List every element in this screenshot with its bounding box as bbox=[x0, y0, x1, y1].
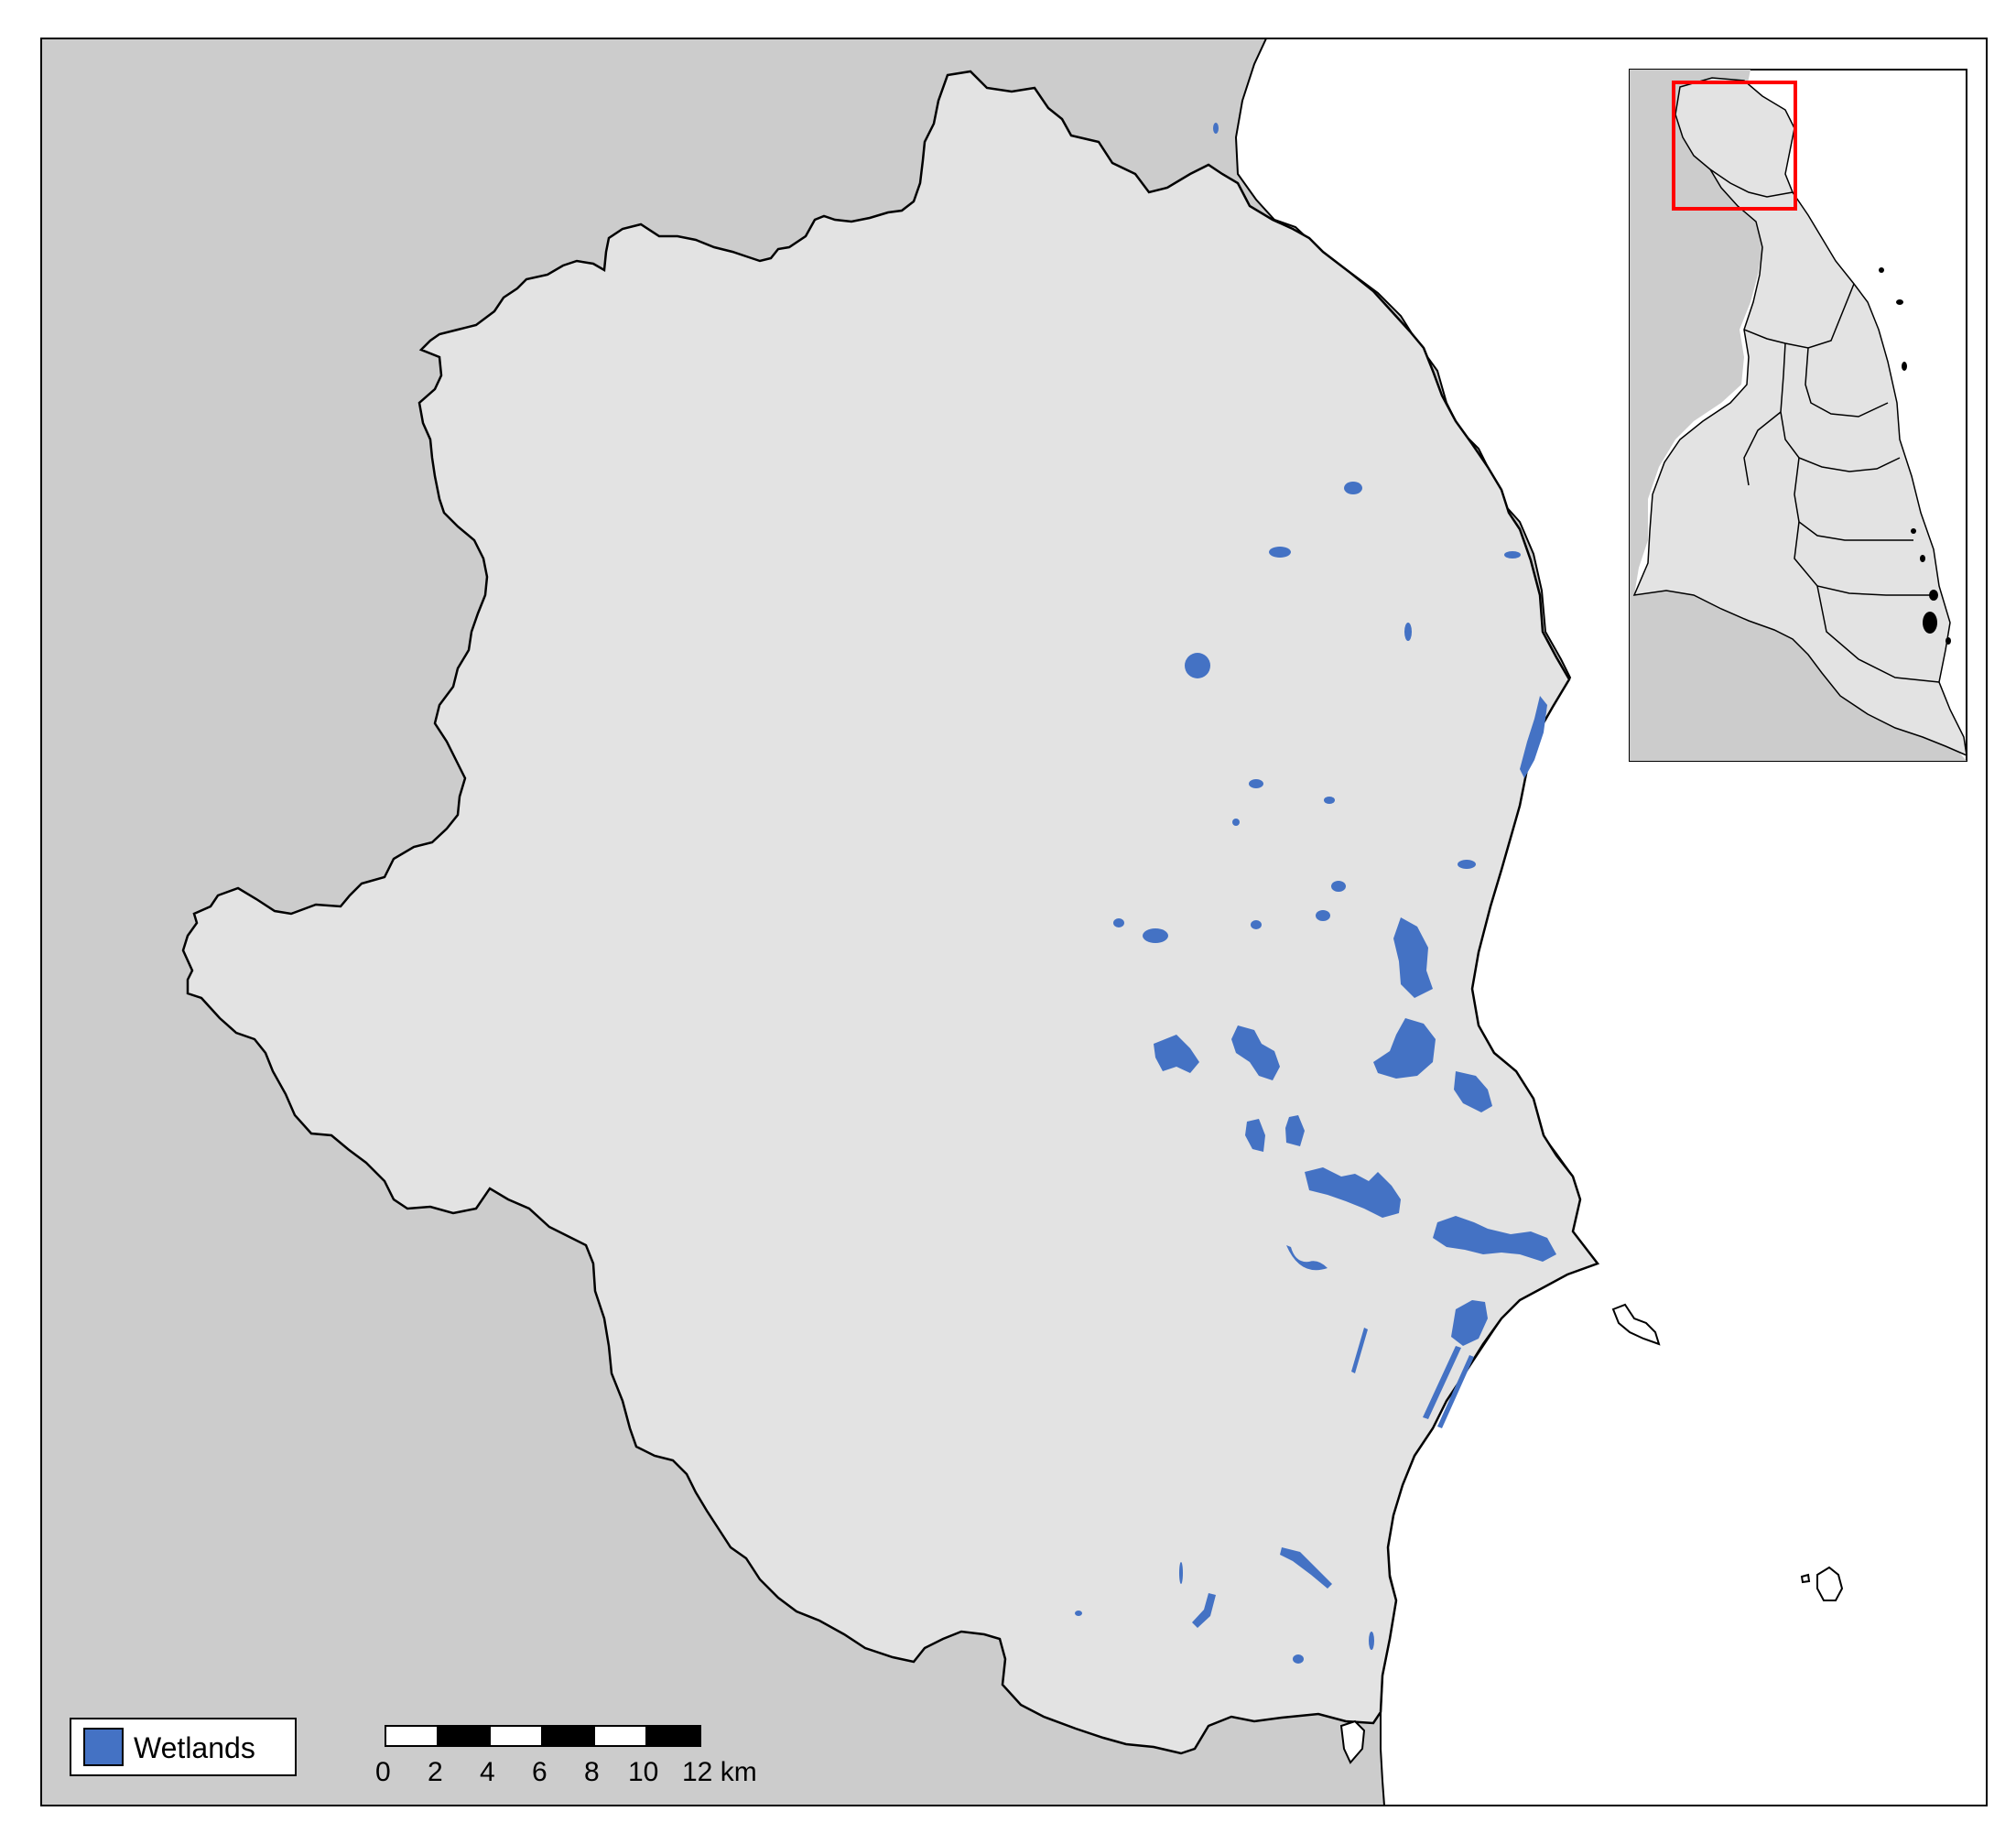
islet-small bbox=[1800, 1573, 1811, 1584]
wetland-patch bbox=[1331, 881, 1346, 892]
legend-label-wetlands: Wetlands bbox=[134, 1731, 255, 1764]
wetland-patch bbox=[1293, 1654, 1304, 1664]
wetland-patch bbox=[1316, 910, 1330, 921]
river-mouth-islets bbox=[1339, 1719, 1366, 1764]
island-south bbox=[1816, 1566, 1844, 1601]
legend-swatch-wetlands bbox=[83, 1728, 124, 1766]
wetland-patch bbox=[1249, 779, 1263, 788]
wetland-cluster bbox=[1454, 1071, 1492, 1112]
scale-segment bbox=[645, 1725, 701, 1747]
scale-tick-label: 10 bbox=[628, 1757, 658, 1787]
wetland-coastal-strip bbox=[1520, 696, 1547, 778]
wetland-patch bbox=[1369, 1632, 1374, 1650]
islands bbox=[1339, 1303, 1844, 1764]
wetland-patch-large bbox=[1393, 917, 1433, 998]
wetland-cluster bbox=[1231, 1025, 1280, 1080]
wetland-patch bbox=[1245, 1119, 1265, 1152]
wetland-patch bbox=[1232, 819, 1240, 826]
wetland-patch bbox=[1404, 623, 1412, 641]
wetland-channel bbox=[1192, 1593, 1216, 1628]
scale-tick-label: 4 bbox=[480, 1757, 495, 1787]
scale-segment bbox=[541, 1725, 595, 1747]
scale-tick-label: 6 bbox=[532, 1757, 547, 1787]
inset-catchments bbox=[1632, 77, 1967, 757]
wetland-patch bbox=[1143, 928, 1168, 943]
scale-tick-label: 2 bbox=[428, 1757, 443, 1787]
wetland-patch bbox=[1344, 482, 1362, 494]
wetland-channel bbox=[1351, 1328, 1368, 1373]
wetland-patch bbox=[1075, 1611, 1082, 1616]
scale-segment bbox=[489, 1725, 543, 1747]
wetland-band bbox=[1305, 1167, 1401, 1218]
wetland-patch bbox=[1185, 653, 1210, 678]
wetland-patch bbox=[1269, 547, 1291, 558]
wetland-patch bbox=[1113, 918, 1124, 927]
legend: Wetlands bbox=[70, 1718, 297, 1776]
inset-coastal-islands bbox=[1879, 267, 1951, 645]
inset-highlight-box bbox=[1672, 81, 1797, 211]
wetland-channel bbox=[1280, 1547, 1332, 1589]
wetland-patch bbox=[1324, 797, 1335, 804]
island-north bbox=[1611, 1303, 1661, 1346]
inset-map bbox=[1629, 69, 1967, 762]
catchment-area bbox=[181, 70, 1600, 1755]
wetland-patch bbox=[1458, 860, 1476, 869]
wetland-patch bbox=[1504, 551, 1521, 559]
wetland-streaks bbox=[1423, 1346, 1461, 1419]
wetland-patch-large bbox=[1373, 1018, 1436, 1079]
map-border bbox=[40, 38, 1988, 1806]
wetland-band-large bbox=[1433, 1216, 1556, 1262]
wetland-streaks bbox=[1437, 1355, 1474, 1428]
scale-segment bbox=[593, 1725, 647, 1747]
inset-subcatchment-boundaries bbox=[1709, 168, 1940, 683]
scale-bar: 0 2 4 6 8 10 12 km bbox=[375, 1725, 757, 1787]
wetland-patch bbox=[1213, 123, 1219, 134]
wetland-estuary bbox=[1451, 1300, 1488, 1346]
inset-surrounding-land bbox=[1630, 70, 1967, 761]
wetland-ring bbox=[1286, 1245, 1328, 1271]
wetland-patch bbox=[1285, 1115, 1305, 1146]
scale-segment bbox=[437, 1725, 491, 1747]
scale-segment bbox=[385, 1725, 439, 1747]
scale-tick-label: 12 km bbox=[682, 1757, 757, 1787]
wetland-patch bbox=[1251, 920, 1262, 929]
scale-tick-label: 8 bbox=[584, 1757, 600, 1787]
wetland-patch bbox=[1179, 1562, 1183, 1584]
wetlands-layer bbox=[1075, 123, 1556, 1664]
scale-tick-label: 0 bbox=[375, 1757, 391, 1787]
wetland-cluster bbox=[1154, 1035, 1199, 1073]
